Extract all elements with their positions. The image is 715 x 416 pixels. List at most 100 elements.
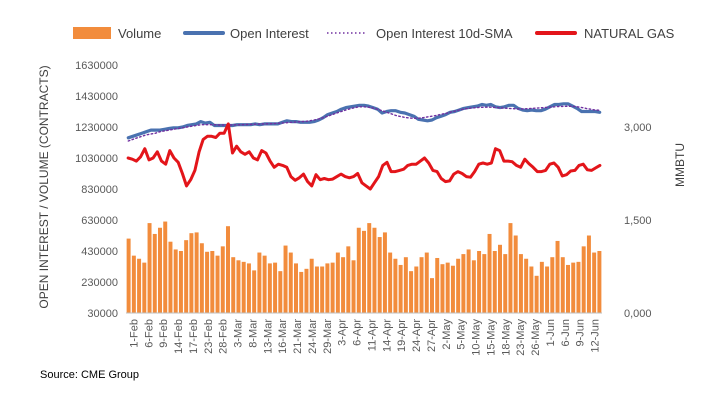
x-tick-label: 1-Jun: [545, 319, 557, 347]
y-left-tick-label: 1030000: [75, 153, 118, 165]
x-tick-label: 3-Mar: [233, 319, 245, 348]
volume-bar: [267, 263, 272, 313]
x-tick-label: 2-May: [441, 319, 453, 350]
volume-bar: [236, 260, 241, 313]
volume-bar: [529, 266, 534, 313]
volume-bar: [461, 254, 466, 313]
volume-bar: [152, 233, 157, 313]
y-left-tick-label: 630000: [81, 215, 118, 227]
legend: Volume Open Interest Open Interest 10d-S…: [73, 26, 675, 41]
volume-bar: [158, 227, 162, 313]
volume-bar: [194, 232, 199, 313]
x-tick-label: 16-Mar: [277, 319, 289, 354]
volume-bar: [581, 246, 586, 313]
volume-bar: [341, 257, 346, 313]
volume-bar: [189, 233, 194, 313]
volume-bar: [576, 261, 581, 313]
volume-bar: [471, 260, 476, 313]
volume-bar: [430, 278, 434, 314]
source-note: Source: CME Group: [40, 369, 140, 381]
volume-bar: [278, 271, 283, 313]
legend-label-natural-gas: NATURAL GAS: [584, 26, 675, 41]
volume-bar: [199, 243, 204, 313]
volume-bar: [246, 263, 251, 313]
volume-bar: [215, 255, 220, 313]
volume-bar: [372, 227, 377, 313]
volume-bar: [419, 257, 424, 313]
volume-bar: [435, 257, 440, 313]
y-left-tick-label: 1430000: [75, 91, 118, 103]
axes: 30000 230000 430000 630000 830000 1030000 1230…: [75, 60, 651, 356]
volume-bar: [226, 226, 230, 313]
volume-bar: [241, 261, 246, 313]
volume-bar: [450, 265, 455, 313]
volume-bar: [456, 258, 461, 313]
x-tick-label: 5-May: [456, 319, 468, 350]
volume-bar: [382, 232, 387, 313]
volume-bar: [346, 246, 351, 313]
x-tick-label: 12-Jun: [590, 319, 602, 353]
x-tick-label: 15-May: [485, 319, 497, 356]
volume-bar: [539, 261, 544, 313]
x-tick-label: 6-Jun: [560, 319, 572, 347]
chart-svg: Volume Open Interest Open Interest 10d-S…: [37, 26, 687, 356]
volume-bar: [555, 240, 560, 313]
y-left-tick-label: 30000: [87, 308, 118, 320]
volume-bar: [351, 260, 356, 313]
volume-bar: [586, 235, 591, 313]
y-left-tick-label: 1230000: [75, 122, 118, 134]
y-left-tick-label: 230000: [81, 277, 118, 289]
x-tick-label: 6-Apr: [352, 319, 364, 346]
volume-bar: [309, 258, 314, 313]
volume-bar: [571, 262, 576, 314]
volume-bar: [168, 241, 173, 313]
x-tick-label: 14-Feb: [173, 319, 185, 354]
legend-swatch-volume: [73, 27, 111, 39]
x-tick-label: 9-Feb: [158, 319, 170, 348]
y-axis-title-left: OPEN INTEREST / VOLUME (CONTRACTS): [37, 65, 51, 308]
volume-bar: [414, 266, 419, 313]
legend-label-open-interest: Open Interest: [230, 26, 309, 41]
x-tick-label: 8-Mar: [247, 319, 259, 348]
volume-bar: [325, 263, 330, 313]
volume-bar: [398, 264, 403, 313]
volume-bar: [330, 262, 335, 314]
volume-bar: [466, 249, 471, 313]
x-tick-label: 18-May: [500, 319, 512, 356]
x-tick-label: 14-Apr: [381, 319, 393, 352]
volume-bar: [424, 252, 429, 313]
sma-line: [127, 105, 601, 142]
volume-bar: [388, 252, 393, 313]
x-tick-label: 10-May: [471, 319, 483, 356]
volume-bar: [142, 262, 147, 314]
volume-bar: [362, 230, 366, 313]
volume-bar: [367, 223, 372, 313]
volume-bar: [518, 254, 523, 313]
x-tick-label: 9-Jun: [575, 319, 587, 347]
volume-bar: [163, 221, 168, 313]
x-tick-label: 28-Feb: [218, 319, 230, 354]
volume-bar: [534, 275, 539, 313]
x-tick-label: 13-Mar: [262, 319, 274, 354]
volume-bar: [498, 244, 502, 313]
volume-bar: [137, 258, 142, 313]
volume-bar: [210, 251, 215, 313]
volume-bar: [513, 235, 518, 313]
volume-bar: [147, 223, 152, 313]
volume-bar: [597, 251, 602, 313]
legend-label-sma: Open Interest 10d-SMA: [376, 26, 513, 41]
volume-bar: [393, 258, 398, 313]
line-series: [126, 102, 602, 191]
volume-bar: [173, 249, 178, 313]
natural-gas-line: [126, 122, 602, 191]
volume-bar: [524, 258, 529, 313]
volume-bar: [492, 251, 497, 313]
volume-bar: [283, 245, 288, 313]
volume-bar: [377, 237, 382, 313]
y-left-tick-label: 1630000: [75, 60, 118, 72]
volume-bar: [566, 264, 570, 313]
x-tick-label: 19-Apr: [396, 319, 408, 352]
y-right-tick-label: 3,000: [624, 122, 652, 134]
volume-bar: [545, 266, 550, 313]
x-tick-label: 11-Apr: [366, 319, 378, 352]
